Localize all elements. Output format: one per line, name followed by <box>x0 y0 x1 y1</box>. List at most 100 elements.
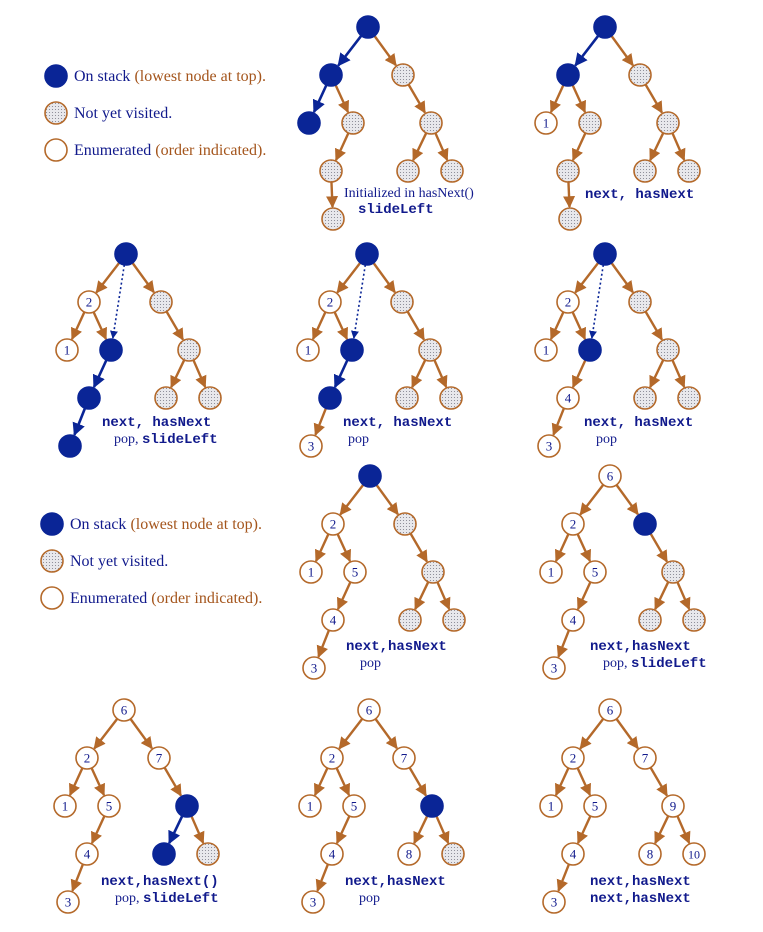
step-caption: next,hasNext <box>345 874 446 890</box>
unvisited-node <box>677 159 701 183</box>
legend-enum-icon <box>40 586 64 610</box>
unvisited-node <box>149 290 173 314</box>
tree-edge <box>556 629 571 658</box>
legend-unvisited-icon <box>40 549 64 573</box>
step-caption: pop <box>596 432 617 447</box>
unvisited-node <box>578 111 602 135</box>
tree-edge <box>407 83 426 114</box>
node-order-label: 3 <box>308 439 315 454</box>
node-order-label: 2 <box>86 295 93 310</box>
tree-panel-2: 1 next, hasNext <box>534 15 701 231</box>
legend-unvisited-label: Not yet visited. <box>74 105 172 122</box>
tree-edge <box>574 34 600 67</box>
node-order-label: 1 <box>305 343 312 358</box>
enumerated-node <box>357 698 381 722</box>
enumerated-node <box>321 608 345 632</box>
node-order-label: 5 <box>352 565 359 580</box>
tree-edge <box>70 311 86 341</box>
unvisited-node <box>341 111 365 135</box>
tree-edge <box>334 84 350 114</box>
unvisited-node <box>439 386 463 410</box>
step-caption: next,hasNext() <box>101 874 219 890</box>
tree-edge <box>615 718 639 750</box>
stack-node <box>358 464 382 488</box>
node-order-label: 1 <box>307 799 314 814</box>
tree-edge <box>671 359 686 389</box>
node-order-label: 2 <box>327 295 334 310</box>
tree-edge <box>375 484 399 516</box>
stack-node <box>99 338 123 362</box>
enumerated-node <box>561 746 585 770</box>
step-caption: next,hasNext <box>590 874 691 890</box>
node-order-label: 1 <box>308 565 315 580</box>
node-order-label: 6 <box>607 703 614 718</box>
tree-edge <box>571 84 587 114</box>
step-caption: pop <box>359 891 380 906</box>
node-order-label: 3 <box>546 439 553 454</box>
tree-edge <box>571 132 587 162</box>
tree-edge <box>335 815 351 845</box>
tree-edge <box>644 83 663 114</box>
tree-edge <box>95 261 121 294</box>
node-order-label: 5 <box>592 799 599 814</box>
step-caption: slideLeft <box>358 202 434 218</box>
tree-edge <box>93 717 119 750</box>
enumerated-node <box>556 290 580 314</box>
unvisited-node <box>656 111 680 135</box>
step-caption: next, hasNext <box>584 415 693 431</box>
stack-node <box>152 842 176 866</box>
tree-edge <box>374 718 398 750</box>
node-order-label: 8 <box>647 847 654 862</box>
tree-edge <box>72 407 87 437</box>
node-order-label: 3 <box>551 895 558 910</box>
enumerated-node <box>301 890 325 914</box>
tree-edge <box>676 815 691 845</box>
node-order-label: 7 <box>642 751 649 766</box>
unvisited-node <box>441 842 465 866</box>
tree-edge <box>129 718 153 750</box>
stack-node <box>593 15 617 39</box>
tree-edge <box>576 815 592 845</box>
legend: On stack (lowest node at top). Not yet vi… <box>44 64 266 162</box>
step-caption: pop, slideLeft <box>114 432 218 448</box>
enumerated-node <box>392 746 416 770</box>
node-order-label: 6 <box>607 469 614 484</box>
unvisited-node <box>638 608 662 632</box>
tree-edge <box>579 717 605 750</box>
enumerated-node <box>299 434 323 458</box>
unvisited-node <box>154 386 178 410</box>
tree-edge <box>316 629 331 658</box>
node-order-label: 6 <box>121 703 128 718</box>
step-caption: Initialized in hasNext() <box>344 186 474 201</box>
enumerated-node <box>542 890 566 914</box>
enumerated-node <box>296 338 320 362</box>
unvisited-node <box>442 608 466 632</box>
tree-edge <box>326 181 339 209</box>
tree-edge <box>556 863 571 892</box>
tree-edge <box>551 407 566 436</box>
legend-stack-icon <box>40 512 64 536</box>
node-order-label: 4 <box>570 613 577 628</box>
enumerated-node <box>342 794 366 818</box>
node-order-label: 2 <box>330 517 337 532</box>
tree-edge <box>339 483 365 516</box>
unvisited-node <box>558 207 582 231</box>
unvisited-node <box>661 560 685 584</box>
unvisited-node <box>177 338 201 362</box>
node-order-label: 5 <box>592 565 599 580</box>
node-order-label: 1 <box>543 343 550 358</box>
node-order-label: 6 <box>366 703 373 718</box>
tree-edge <box>579 483 605 516</box>
unvisited-node <box>556 159 580 183</box>
unvisited-node <box>677 386 701 410</box>
legend-enum-label: Enumerated (order indicated). <box>70 590 262 607</box>
stack-node <box>356 15 380 39</box>
stack-node <box>318 386 342 410</box>
enumerated-node <box>112 698 136 722</box>
node-order-label: 7 <box>401 751 408 766</box>
unvisited-node <box>390 290 414 314</box>
